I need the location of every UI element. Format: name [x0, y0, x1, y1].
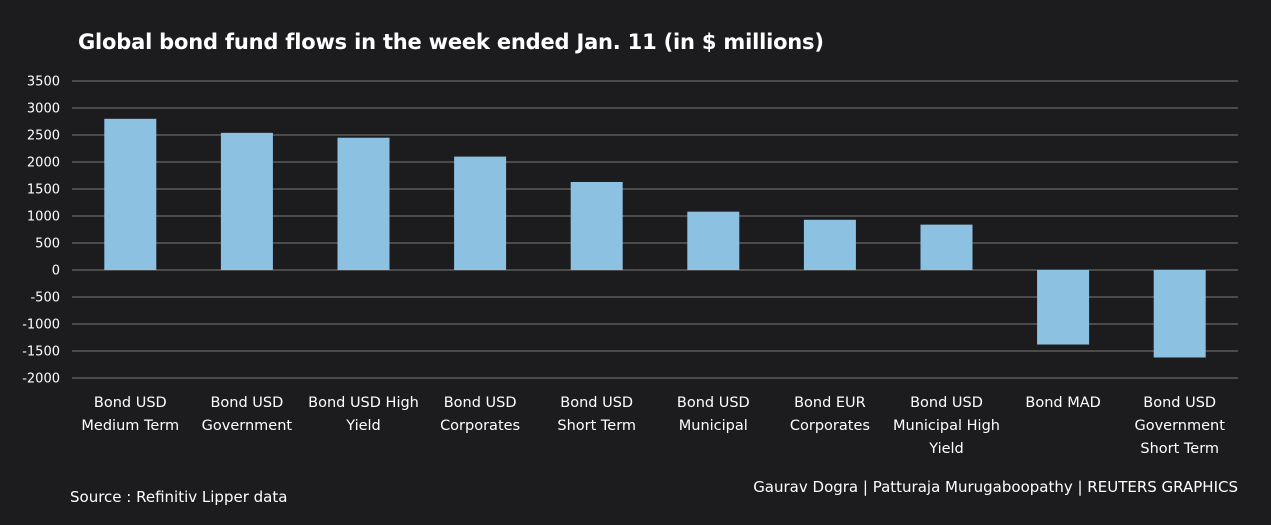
bar	[454, 156, 507, 270]
x-tick-label: Bond USD Government Short Term	[1134, 395, 1225, 457]
x-tick-label: Bond MAD	[1025, 395, 1100, 411]
bar	[687, 211, 740, 270]
bar	[920, 224, 973, 270]
x-axis-labels: Bond USD Medium Term Bond USD Government Bon…	[81, 395, 1225, 457]
bar	[1153, 270, 1206, 358]
bar	[570, 181, 623, 270]
y-tick-label: 2500	[27, 129, 60, 144]
y-tick-label: 0	[52, 264, 60, 279]
y-tick-label: -1000	[22, 318, 60, 333]
y-tick-label: 2000	[27, 156, 60, 171]
x-tick-label: Bond USD Medium Term	[81, 395, 179, 434]
x-tick-label: Bond USD High Yield	[308, 395, 419, 434]
bar	[337, 137, 390, 270]
y-tick-label: 500	[35, 237, 60, 252]
x-tick-label: Bond EUR Corporates	[790, 395, 870, 434]
bar	[803, 219, 856, 270]
x-tick-label: Bond USD Corporates	[440, 395, 520, 434]
chart-title: Global bond fund flows in the week ended…	[78, 30, 824, 54]
bars	[104, 118, 1206, 358]
bar	[1037, 270, 1090, 345]
bar	[220, 132, 273, 270]
y-tick-label: 3500	[27, 75, 60, 90]
y-tick-label: 1500	[27, 183, 60, 198]
x-tick-label: Bond USD Government	[202, 395, 293, 434]
y-tick-label: 1000	[27, 210, 60, 225]
y-tick-label: -2000	[22, 372, 60, 387]
y-tick-label: -1500	[22, 345, 60, 360]
bar	[104, 118, 157, 270]
x-tick-label: Bond USD Short Term	[557, 395, 636, 434]
source-note: Source : Refinitiv Lipper data	[70, 488, 288, 506]
credits-line: Gaurav Dogra | Patturaja Murugaboopathy …	[753, 478, 1238, 496]
y-tick-label: -500	[30, 291, 60, 306]
x-tick-label: Bond USD Municipal High Yield	[893, 395, 1000, 457]
y-tick-label: 3000	[27, 102, 60, 117]
x-tick-label: Bond USD Municipal	[677, 395, 750, 434]
y-axis-ticks: 3500 3000 2500 2000 1500 1000 500 0 -500 -1000 -15…	[22, 75, 60, 387]
